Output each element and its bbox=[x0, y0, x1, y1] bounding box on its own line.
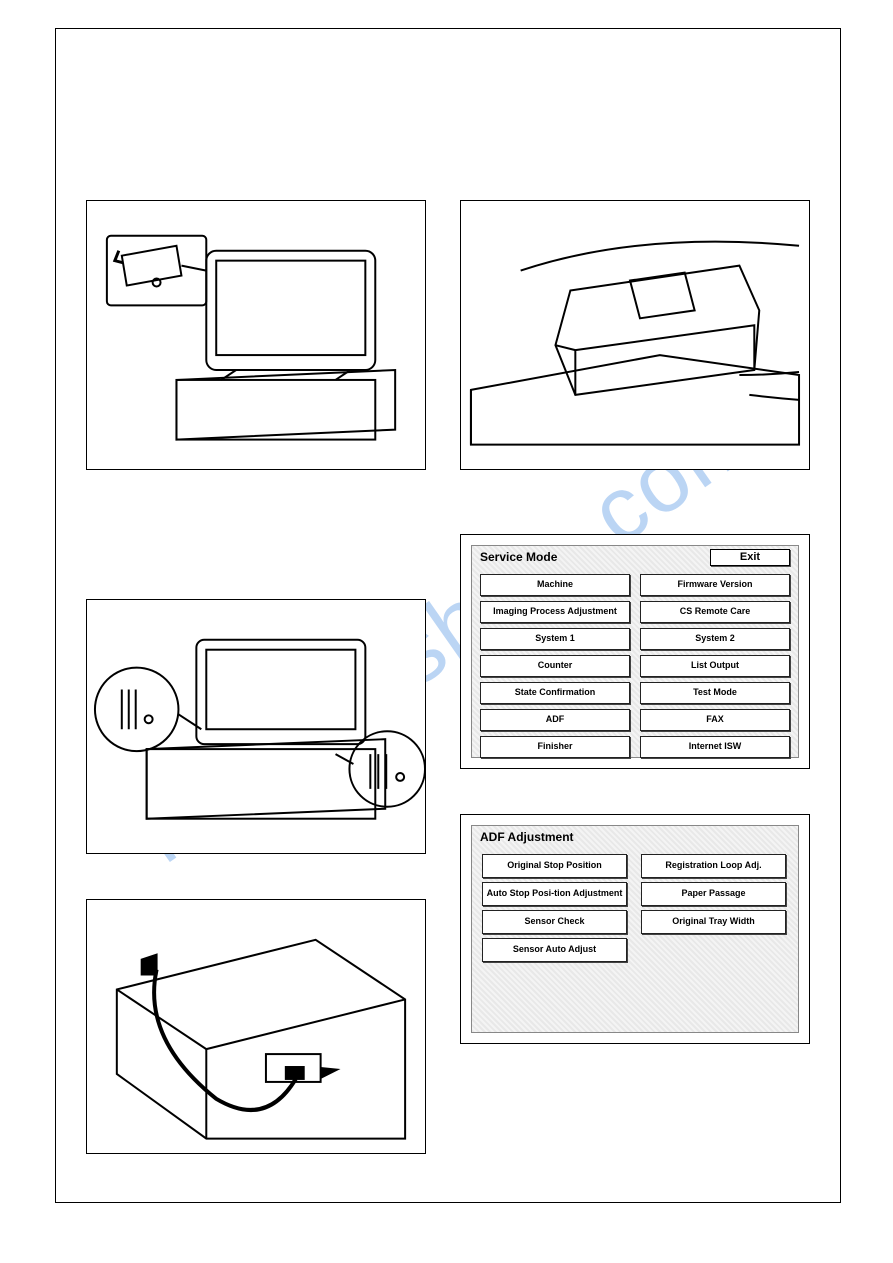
btn-machine[interactable]: Machine bbox=[480, 574, 630, 596]
btn-sensor-auto-adjust[interactable]: Sensor Auto Adjust bbox=[482, 938, 627, 962]
ui-service-mode-panel: Service Mode Exit Machine Firmware Versi… bbox=[460, 534, 810, 769]
page-frame: Service Mode Exit Machine Firmware Versi… bbox=[55, 28, 841, 1203]
illustration-hinge-screws bbox=[86, 599, 426, 854]
ui-adf-adjustment-inner: ADF Adjustment Original Stop Position Re… bbox=[471, 825, 799, 1033]
btn-cs-remote-care[interactable]: CS Remote Care bbox=[640, 601, 790, 623]
btn-system-2[interactable]: System 2 bbox=[640, 628, 790, 650]
btn-original-tray-width[interactable]: Original Tray Width bbox=[641, 910, 786, 934]
ui-adf-adjustment-panel: ADF Adjustment Original Stop Position Re… bbox=[460, 814, 810, 1044]
btn-test-mode[interactable]: Test Mode bbox=[640, 682, 790, 704]
service-mode-title: Service Mode bbox=[480, 550, 557, 564]
btn-counter[interactable]: Counter bbox=[480, 655, 630, 677]
illustration-scanner-guide bbox=[86, 200, 426, 470]
btn-system-1[interactable]: System 1 bbox=[480, 628, 630, 650]
lineart-scanner-guide bbox=[87, 201, 425, 469]
btn-registration-loop[interactable]: Registration Loop Adj. bbox=[641, 854, 786, 878]
btn-auto-stop-position[interactable]: Auto Stop Posi-tion Adjustment bbox=[482, 882, 627, 906]
btn-sensor-check[interactable]: Sensor Check bbox=[482, 910, 627, 934]
btn-list-output[interactable]: List Output bbox=[640, 655, 790, 677]
btn-imaging-process[interactable]: Imaging Process Adjustment bbox=[480, 601, 630, 623]
exit-button[interactable]: Exit bbox=[710, 549, 790, 566]
ui-service-mode-inner: Service Mode Exit Machine Firmware Versi… bbox=[471, 545, 799, 758]
btn-firmware-version[interactable]: Firmware Version bbox=[640, 574, 790, 596]
btn-internet-isw[interactable]: Internet ISW bbox=[640, 736, 790, 758]
lineart-hinge-screws bbox=[87, 600, 425, 854]
btn-fax[interactable]: FAX bbox=[640, 709, 790, 731]
lineart-adf-unit bbox=[461, 201, 809, 469]
btn-finisher[interactable]: Finisher bbox=[480, 736, 630, 758]
illustration-adf-unit bbox=[460, 200, 810, 470]
service-mode-buttons: Machine Firmware Version Imaging Process… bbox=[480, 574, 790, 751]
btn-original-stop-position[interactable]: Original Stop Position bbox=[482, 854, 627, 878]
illustration-cable-connect bbox=[86, 899, 426, 1154]
adf-adjustment-title: ADF Adjustment bbox=[480, 830, 574, 844]
btn-state-confirmation[interactable]: State Confirmation bbox=[480, 682, 630, 704]
btn-paper-passage[interactable]: Paper Passage bbox=[641, 882, 786, 906]
lineart-cable-connect bbox=[87, 900, 425, 1154]
adf-adjustment-buttons: Original Stop Position Registration Loop… bbox=[482, 854, 786, 962]
btn-adf[interactable]: ADF bbox=[480, 709, 630, 731]
